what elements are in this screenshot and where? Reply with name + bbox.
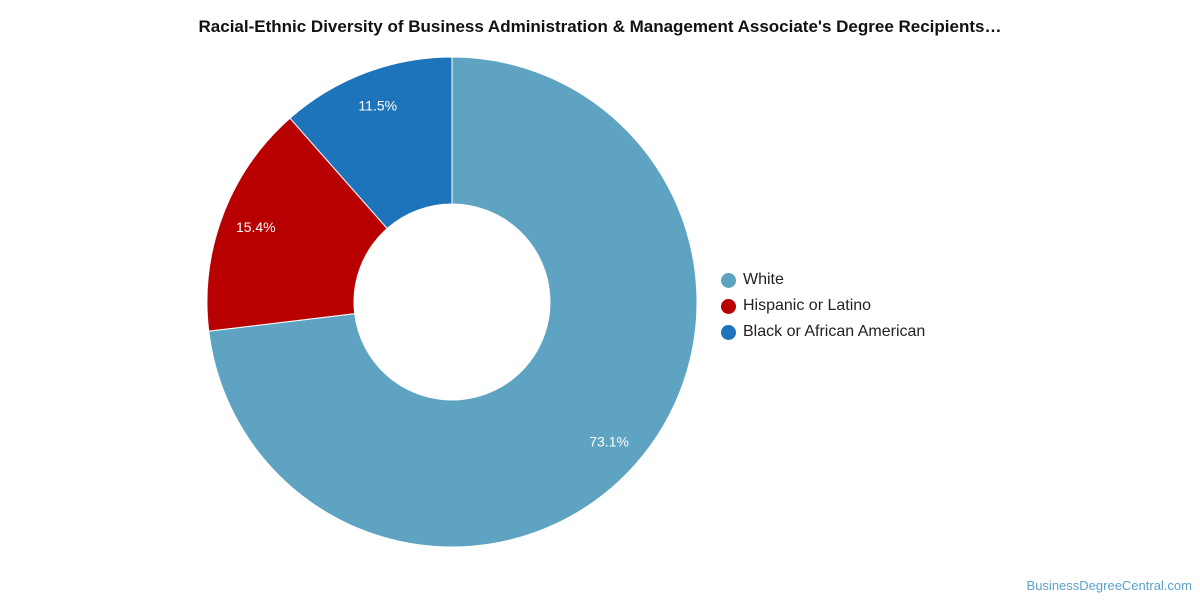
legend-dot-hispanic-or-latino — [721, 298, 736, 314]
slice-hispanic-or-latino[interactable] — [206, 117, 388, 332]
slice-label-hispanic-or-latino: 15.4% — [236, 219, 276, 235]
slices-group — [206, 56, 698, 548]
watermark[interactable]: BusinessDegreeCentral.com — [1026, 578, 1192, 593]
legend-label-white: White — [743, 271, 784, 288]
slice-black-or-african-american[interactable] — [289, 56, 453, 230]
legend-dot-black-or-african-american — [721, 324, 736, 340]
slice-label-black-or-african-american: 11.5% — [358, 98, 397, 114]
slice-white[interactable] — [208, 56, 698, 548]
legend: White Hispanic or Latino Black or Africa… — [721, 267, 925, 345]
legend-item-black-or-african-american[interactable]: Black or African American — [721, 319, 925, 345]
legend-item-hispanic-or-latino[interactable]: Hispanic or Latino — [721, 293, 925, 319]
legend-label-hispanic-or-latino: Hispanic or Latino — [743, 297, 872, 314]
legend-item-white[interactable]: White — [721, 267, 925, 293]
legend-label-black-or-african-american: Black or African American — [743, 323, 926, 340]
chart-title: Racial-Ethnic Diversity of Business Admi… — [198, 17, 1002, 36]
slice-labels-group: 73.1% 15.4% 11.5% — [236, 98, 629, 450]
slice-label-white: 73.1% — [589, 433, 629, 449]
legend-dot-white — [721, 272, 736, 288]
